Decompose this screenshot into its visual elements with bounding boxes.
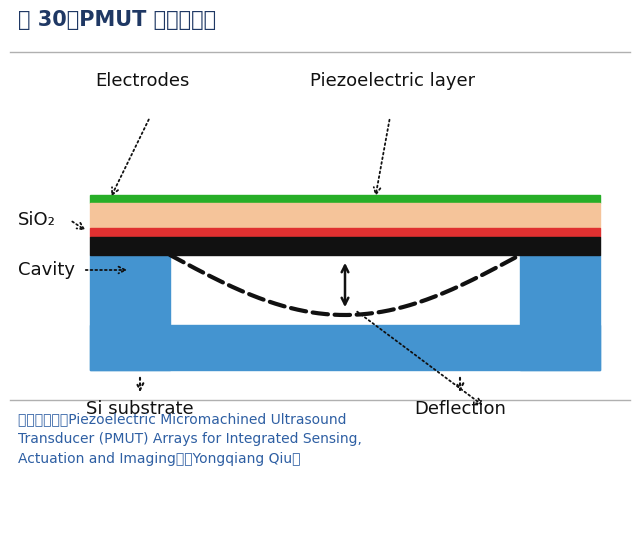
Text: SiO₂: SiO₂ — [18, 211, 56, 229]
Text: Cavity: Cavity — [18, 261, 75, 279]
Text: Deflection: Deflection — [414, 400, 506, 418]
Bar — [90, 255, 170, 370]
Text: Actuation and Imaging》（Yongqiang Qiu）: Actuation and Imaging》（Yongqiang Qiu） — [18, 452, 301, 466]
Bar — [90, 237, 600, 255]
Bar — [90, 325, 600, 370]
Bar — [90, 203, 600, 228]
Text: Transducer (PMUT) Arrays for Integrated Sensing,: Transducer (PMUT) Arrays for Integrated … — [18, 432, 362, 446]
Text: Piezoelectric layer: Piezoelectric layer — [310, 72, 475, 90]
Text: 资料来源：《Piezoelectric Micromachined Ultrasound: 资料来源：《Piezoelectric Micromachined Ultras… — [18, 412, 346, 426]
Text: 图 30：PMUT 结构示意图: 图 30：PMUT 结构示意图 — [18, 10, 216, 30]
Bar — [90, 195, 600, 203]
Text: Electrodes: Electrodes — [95, 72, 189, 90]
Text: Si substrate: Si substrate — [86, 400, 194, 418]
Bar — [520, 255, 600, 370]
Bar — [90, 228, 600, 237]
